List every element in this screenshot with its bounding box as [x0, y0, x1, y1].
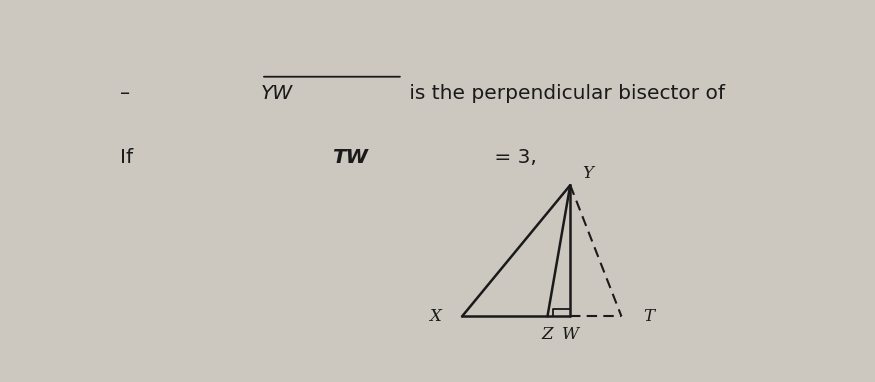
- Text: W: W: [562, 325, 578, 343]
- Text: Z: Z: [542, 325, 553, 343]
- Text: = 3,: = 3,: [487, 149, 542, 167]
- Text: Y: Y: [582, 165, 592, 182]
- Text: X: X: [429, 308, 441, 325]
- Text: is the perpendicular bisector of: is the perpendicular bisector of: [402, 84, 732, 103]
- Text: TW: TW: [332, 149, 368, 167]
- Text: YW: YW: [261, 84, 293, 103]
- Text: T: T: [643, 308, 654, 325]
- Text: If: If: [120, 149, 139, 167]
- Text: –: –: [120, 84, 136, 103]
